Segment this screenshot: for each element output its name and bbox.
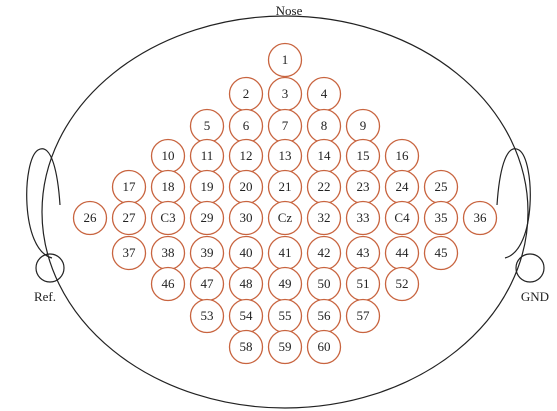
electrode-label: 9 (360, 118, 367, 133)
electrode (345, 298, 381, 334)
electrode-label: 3 (282, 86, 289, 101)
electrode-label: 20 (240, 179, 253, 194)
ref-label: Ref. (34, 289, 56, 304)
electrode-label: 59 (279, 339, 292, 354)
electrode-label: 54 (240, 308, 254, 323)
electrode (423, 200, 459, 236)
electrode-label: 5 (204, 118, 211, 133)
electrode-label: 33 (357, 210, 370, 225)
electrode-label: 26 (84, 210, 98, 225)
electrode-label: 58 (240, 339, 253, 354)
electrode (384, 266, 420, 302)
electrode-label: 52 (396, 276, 409, 291)
electrode-label: 57 (357, 308, 371, 323)
electrode (423, 235, 459, 271)
gnd-electrode (515, 253, 545, 283)
electrode-label: 27 (123, 210, 137, 225)
head-outline (41, 15, 529, 409)
electrode-label: 44 (396, 245, 410, 260)
nose-label: Nose (276, 3, 303, 18)
electrode-label: 4 (321, 86, 328, 101)
electrode-label: 17 (123, 179, 137, 194)
electrode-label: 11 (201, 148, 214, 163)
electrode-label: 60 (318, 339, 331, 354)
electrode-label: 35 (435, 210, 448, 225)
electrode (345, 200, 381, 236)
electrode-label: 45 (435, 245, 448, 260)
electrode (462, 200, 498, 236)
electrode (111, 200, 147, 236)
electrode (150, 200, 186, 236)
electrode-label: 32 (318, 210, 331, 225)
electrode (150, 266, 186, 302)
electrode (72, 200, 108, 236)
right-ear (496, 148, 531, 259)
electrode (189, 200, 225, 236)
electrode-label: 7 (282, 118, 289, 133)
gnd-label: GND (521, 289, 549, 304)
electrode-label: 53 (201, 308, 214, 323)
electrode-label: 10 (162, 148, 175, 163)
electrode-label: 51 (357, 276, 370, 291)
electrode-label: 41 (279, 245, 292, 260)
electrode-label: 47 (201, 276, 215, 291)
electrode (267, 200, 303, 236)
electrode-label: 29 (201, 210, 214, 225)
electrode-label: 46 (162, 276, 176, 291)
electrode-label: 13 (279, 148, 292, 163)
electrode-label: 48 (240, 276, 253, 291)
electrode (189, 298, 225, 334)
electrode (267, 329, 303, 365)
electrode-label: 38 (162, 245, 175, 260)
electrode-label: 6 (243, 118, 250, 133)
left-ear (26, 148, 61, 259)
electrode-label: 25 (435, 179, 448, 194)
electrode-label: 36 (474, 210, 488, 225)
electrode (228, 200, 264, 236)
electrode-label: 39 (201, 245, 214, 260)
electrode-label: 1 (282, 52, 289, 67)
electrode-label: 40 (240, 245, 253, 260)
electrode (267, 42, 303, 78)
electrode-label: 2 (243, 86, 250, 101)
electrode-label: Cz (278, 210, 293, 225)
electrode-label: 12 (240, 148, 253, 163)
electrode-label: 56 (318, 308, 332, 323)
electrode-label: C3 (160, 210, 175, 225)
electrode (384, 200, 420, 236)
electrode-label: 42 (318, 245, 331, 260)
electrode (228, 329, 264, 365)
electrode-label: 22 (318, 179, 331, 194)
electrode-label: 55 (279, 308, 292, 323)
electrode-label: 19 (201, 179, 214, 194)
electrode-label: 23 (357, 179, 370, 194)
electrode-label: 49 (279, 276, 292, 291)
electrode (306, 200, 342, 236)
electrode-label: 37 (123, 245, 137, 260)
electrode-label: 21 (279, 179, 292, 194)
electrode-label: 16 (396, 148, 410, 163)
electrode-label: 24 (396, 179, 410, 194)
electrode-label: 18 (162, 179, 175, 194)
electrode-label: 8 (321, 118, 328, 133)
electrode-label: 30 (240, 210, 253, 225)
electrode (306, 329, 342, 365)
ref-electrode (35, 253, 65, 283)
electrode-label: C4 (394, 210, 410, 225)
electrode-label: 43 (357, 245, 370, 260)
electrode (111, 235, 147, 271)
electrode-label: 50 (318, 276, 331, 291)
electrode-label: 15 (357, 148, 370, 163)
electrode-label: 14 (318, 148, 332, 163)
